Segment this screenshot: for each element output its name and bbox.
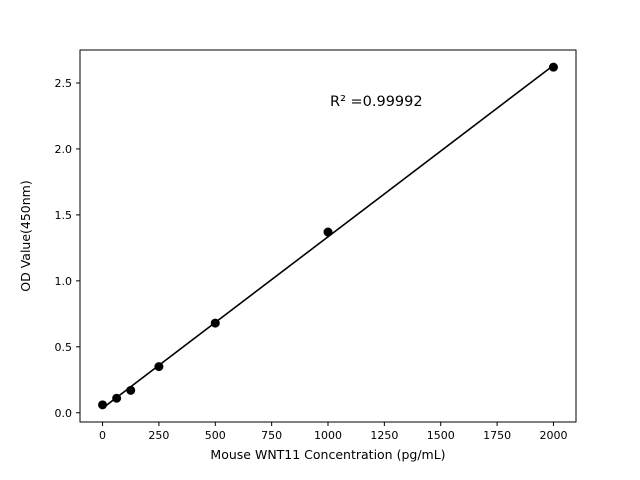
- fit-line: [102, 64, 554, 409]
- x-tick-label: 750: [261, 429, 282, 442]
- x-axis-label: Mouse WNT11 Concentration (pg/mL): [210, 447, 445, 462]
- x-tick-label: 1750: [483, 429, 511, 442]
- y-axis-label: OD Value(450nm): [18, 180, 33, 291]
- y-tick-label: 2.0: [55, 143, 73, 156]
- x-tick-label: 1250: [370, 429, 398, 442]
- data-point: [548, 62, 558, 72]
- y-tick-label: 0.5: [55, 341, 73, 354]
- x-tick-label: 250: [148, 429, 169, 442]
- r-squared-annotation: R² =0.99992: [330, 94, 423, 110]
- x-tick-label: 0: [99, 429, 106, 442]
- x-tick-label: 1500: [427, 429, 455, 442]
- y-tick-label: 2.5: [55, 77, 73, 90]
- x-tick-label: 1000: [314, 429, 342, 442]
- x-tick-label: 500: [205, 429, 226, 442]
- plot-frame: [79, 49, 577, 423]
- y-tick-label: 1.5: [55, 209, 73, 222]
- y-tick-label: 0.0: [55, 407, 73, 420]
- x-tick-label: 2000: [539, 429, 567, 442]
- y-tick-label: 1.0: [55, 275, 73, 288]
